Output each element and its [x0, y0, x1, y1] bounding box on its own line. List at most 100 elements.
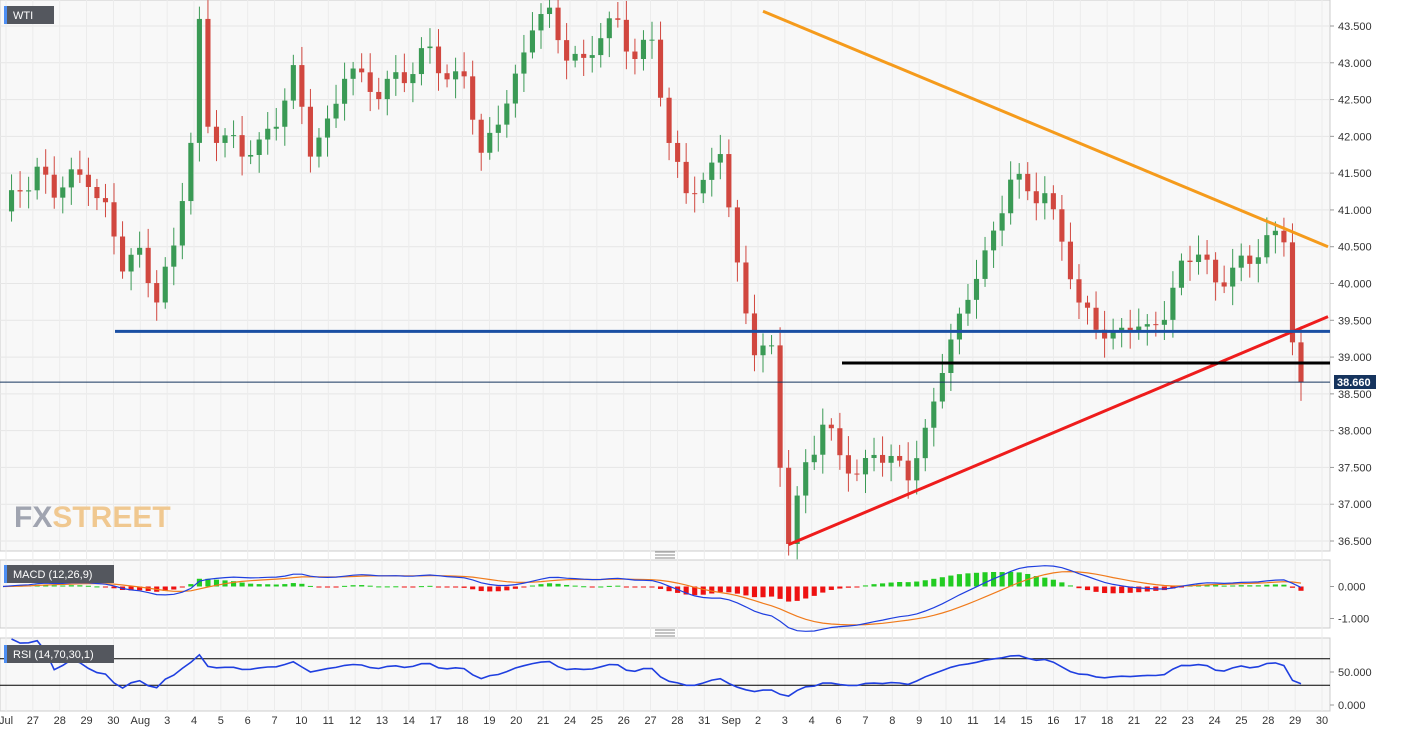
candle: [154, 270, 160, 321]
candle: [546, 0, 553, 28]
x-tick-label: 25: [591, 715, 603, 727]
macd-histogram-bar: [1033, 576, 1039, 587]
panel-resize-handle[interactable]: [655, 551, 675, 559]
x-tick-label: 29: [1289, 715, 1301, 727]
macd-histogram-bar: [299, 583, 305, 587]
candle: [1213, 252, 1219, 301]
candle: [34, 157, 40, 200]
candle: [589, 35, 595, 73]
candle: [410, 62, 416, 103]
candle: [700, 172, 706, 204]
macd-histogram-bar: [324, 586, 331, 588]
macd-histogram-bar: [854, 586, 860, 588]
candle: [1255, 239, 1261, 283]
candle: [504, 90, 510, 138]
macd-histogram-bar: [137, 586, 143, 591]
macd-histogram-bar: [418, 586, 424, 588]
x-tick-label: 18: [456, 715, 468, 727]
macd-histogram-bar: [1084, 586, 1091, 591]
x-tick-label: 24: [1208, 715, 1220, 727]
candle: [606, 11, 612, 58]
candle: [444, 64, 450, 88]
candle: [615, 1, 621, 28]
candle: [1247, 245, 1253, 278]
macd-histogram-bar: [60, 585, 66, 587]
macd-histogram-bar: [68, 585, 74, 587]
x-tick-label: Jul: [0, 715, 13, 727]
macd-histogram-bar: [1178, 586, 1185, 588]
panel-resize-handle[interactable]: [655, 629, 675, 637]
macd-histogram-bar: [888, 582, 894, 587]
candle: [359, 53, 365, 83]
macd-histogram-bar: [521, 586, 527, 588]
x-tick-label: 9: [916, 715, 922, 727]
macd-histogram-bar: [1264, 584, 1270, 587]
macd-histogram-bar: [572, 585, 578, 587]
candle: [376, 77, 382, 110]
macd-histogram-bar: [555, 583, 561, 587]
y-tick-label: 37.500: [1338, 462, 1372, 474]
candle: [1110, 318, 1116, 350]
y-tick-label: 43.000: [1338, 58, 1372, 70]
x-tick-label: 17: [1074, 715, 1086, 727]
macd-histogram-bar: [1050, 579, 1056, 587]
x-tick-label: 14: [994, 715, 1006, 727]
rsi-plot: 50.000 0.000: [0, 638, 1372, 712]
macd-histogram-bar: [717, 586, 723, 593]
macd-histogram-bar: [102, 586, 109, 588]
candle: [1050, 185, 1056, 220]
macd-histogram-bar: [256, 584, 262, 587]
candle: [512, 64, 518, 118]
rsi-label-bg: [4, 645, 114, 663]
grid: [0, 0, 1330, 711]
candle: [1144, 314, 1150, 346]
macd-histogram-bar: [282, 584, 288, 587]
x-tick-label: 17: [430, 715, 442, 727]
macd-histogram-bar: [871, 584, 877, 587]
macd-histogram-bar: [350, 585, 356, 587]
x-tick-label: 28: [54, 715, 66, 727]
x-tick-label: 15: [1020, 715, 1032, 727]
macd-histogram-bar: [649, 586, 655, 588]
y-tick-label: 42.500: [1338, 95, 1372, 107]
macd-histogram-bar: [265, 584, 271, 587]
candle: [85, 157, 91, 206]
macd-histogram-bar: [1230, 585, 1236, 587]
candle: [794, 486, 800, 560]
candle: [1264, 217, 1270, 264]
x-tick-label: 28: [671, 715, 683, 727]
macd-histogram-bar: [777, 586, 783, 599]
x-tick-label: 18: [1101, 715, 1113, 727]
candle: [1161, 301, 1167, 341]
candle: [239, 116, 245, 176]
macd-histogram-bar: [1059, 582, 1065, 587]
candle: [418, 37, 424, 86]
candle: [248, 140, 254, 165]
candle: [871, 437, 877, 472]
macd-histogram-bar: [1008, 571, 1014, 587]
candle: [914, 440, 920, 495]
x-tick-label: 4: [809, 715, 815, 727]
macd-histogram-bar: [956, 574, 962, 587]
macd-histogram-bar: [145, 586, 151, 592]
macd-histogram-bar: [111, 586, 117, 589]
candle: [213, 110, 220, 162]
macd-histogram-bar: [794, 586, 800, 601]
candle: [196, 6, 202, 162]
macd-histogram-bar: [845, 586, 851, 588]
candle: [777, 327, 783, 487]
x-axis: Jul 27 28 29 30 Aug 3 4 5 6 7 10 11 12 13 14 17 18 19 20 21 2…: [0, 715, 1328, 727]
candle: [1059, 194, 1065, 261]
candle: [922, 419, 928, 472]
x-tick-label: 3: [164, 715, 170, 727]
x-tick-label: 30: [1316, 715, 1328, 727]
candle: [188, 132, 194, 215]
candle: [231, 120, 237, 149]
macd-histogram-bar: [188, 584, 194, 587]
y-tick-label: 42.000: [1338, 131, 1372, 143]
x-tick-label: 28: [1262, 715, 1274, 727]
macd-histogram-bar: [495, 586, 501, 592]
macd-histogram-bar: [393, 586, 399, 588]
candle: [726, 139, 732, 218]
annotations: [0, 9, 1330, 547]
